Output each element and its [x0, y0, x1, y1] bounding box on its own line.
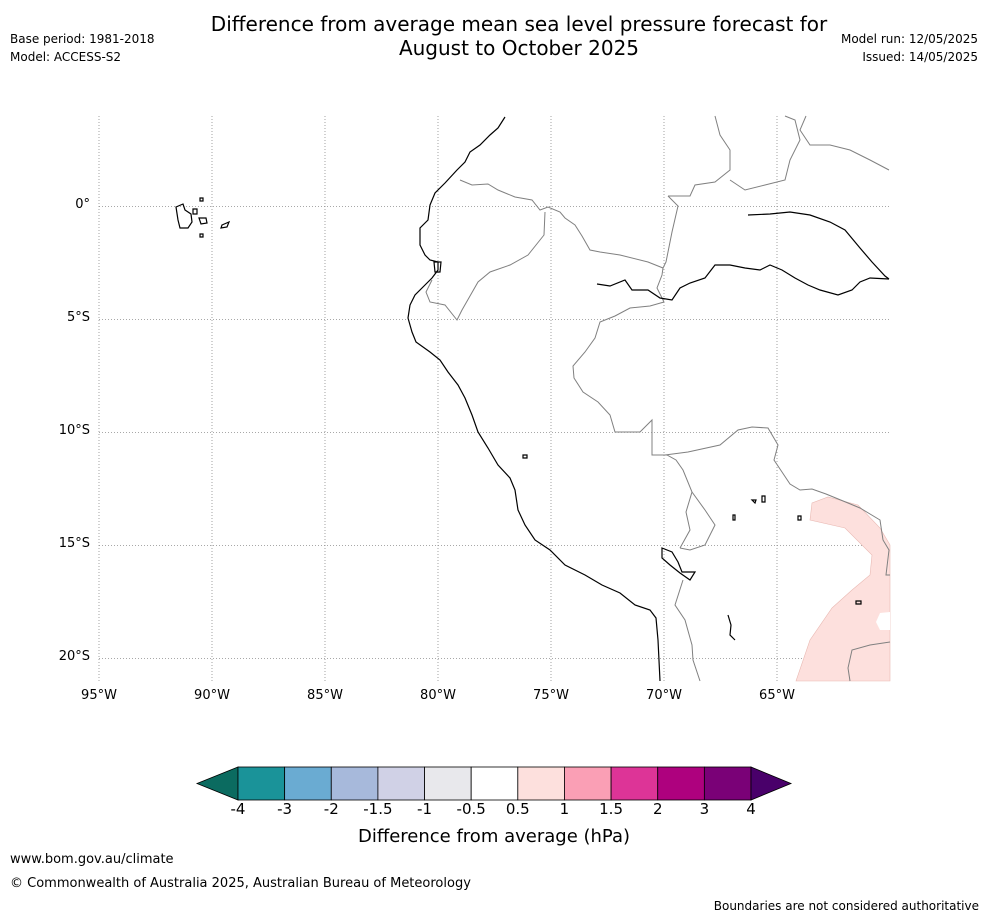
colorbar-tick-label: 0.5 — [505, 800, 530, 818]
meta-left: Base period: 1981-2018 Model: ACCESS-S2 — [10, 31, 155, 67]
colorbar-bin — [657, 766, 705, 801]
lat-tick-label: 5°S — [66, 310, 90, 326]
model-name: Model: ACCESS-S2 — [10, 50, 122, 64]
colorbar-extend-high — [750, 766, 793, 801]
colorbar-bin — [377, 766, 425, 801]
copyright-text: © Commonwealth of Australia 2025, Austra… — [10, 876, 471, 891]
amazon-river — [596, 264, 890, 301]
colorbar-bin — [703, 766, 752, 801]
disclaimer-text: Boundaries are not considered authoritat… — [713, 899, 979, 913]
anomaly-gap — [876, 612, 890, 630]
coastlines — [175, 116, 890, 682]
issued-date: Issued: 14/05/2025 — [862, 50, 978, 64]
island-3 — [192, 208, 198, 215]
colorbar-bin — [470, 766, 519, 801]
colorbar-tick-label: 1 — [559, 800, 570, 818]
colorbar-tick-label: 3 — [699, 800, 710, 818]
lat-tick-label: 0° — [75, 197, 90, 213]
island-8 — [727, 614, 736, 641]
colorbar — [195, 766, 793, 801]
colorbar-tick-label: -0.5 — [456, 800, 486, 818]
colorbar-tick-label: -4 — [230, 800, 246, 818]
island-14 — [855, 600, 862, 605]
base-period: Base period: 1981-2018 — [10, 32, 155, 46]
colorbar-tick-label: -2 — [323, 800, 339, 818]
pacific-coastline — [407, 116, 661, 682]
colorbar-tick-label: 1.5 — [599, 800, 623, 818]
island-4 — [220, 220, 231, 229]
colorbar-tick-label: -1 — [417, 800, 433, 818]
colorbar-bin — [564, 766, 612, 801]
island-13 — [522, 454, 528, 459]
lon-tick-label: 85°W — [307, 688, 343, 703]
lon-tick-label: 90°W — [194, 688, 230, 703]
colorbar-extend-low — [195, 766, 239, 801]
colorbar-bin — [424, 766, 472, 801]
island-5 — [199, 197, 204, 202]
lon-tick-label: 65°W — [759, 688, 795, 703]
lake-titicaca — [661, 547, 697, 581]
island-12 — [797, 515, 802, 521]
country-borders — [425, 115, 891, 682]
colorbar-bin — [517, 766, 565, 801]
island-10 — [761, 495, 766, 503]
island-2 — [198, 217, 208, 225]
anomaly-region — [795, 496, 891, 682]
island-9 — [750, 499, 757, 505]
colorbar-tick-label: 2 — [652, 800, 663, 818]
map-title: Difference from average mean sea level p… — [0, 12, 988, 60]
lon-tick-label: 80°W — [420, 688, 456, 703]
colorbar-tick-label: -3 — [277, 800, 293, 818]
title-line-1: Difference from average mean sea level p… — [210, 12, 828, 36]
island-7 — [433, 261, 442, 273]
island-11 — [732, 514, 736, 521]
meta-right: Model run: 12/05/2025 Issued: 14/05/2025 — [841, 31, 978, 67]
colorbar-tick-label: -1.5 — [363, 800, 393, 818]
colorbar-title: Difference from average (hPa) — [357, 826, 631, 847]
website-link[interactable]: www.bom.gov.au/climate — [10, 852, 174, 867]
lat-tick-label: 20°S — [58, 649, 90, 665]
island-1 — [175, 203, 193, 229]
colorbar-bin — [284, 766, 332, 801]
gridlines — [98, 116, 890, 681]
colorbar-bin — [237, 766, 286, 801]
lat-tick-label: 10°S — [58, 423, 90, 439]
colorbar-tick-label: 4 — [746, 800, 756, 818]
lat-tick-label: 15°S — [58, 536, 90, 552]
colorbar-bin — [610, 766, 659, 801]
lon-tick-label: 95°W — [81, 688, 117, 703]
island-6 — [199, 233, 204, 238]
lon-tick-label: 75°W — [533, 688, 569, 703]
rio-negro — [747, 211, 890, 280]
title-line-2: August to October 2025 — [398, 36, 640, 60]
lon-tick-label: 70°W — [646, 688, 682, 703]
model-run: Model run: 12/05/2025 — [840, 32, 978, 46]
colorbar-bin — [330, 766, 379, 801]
